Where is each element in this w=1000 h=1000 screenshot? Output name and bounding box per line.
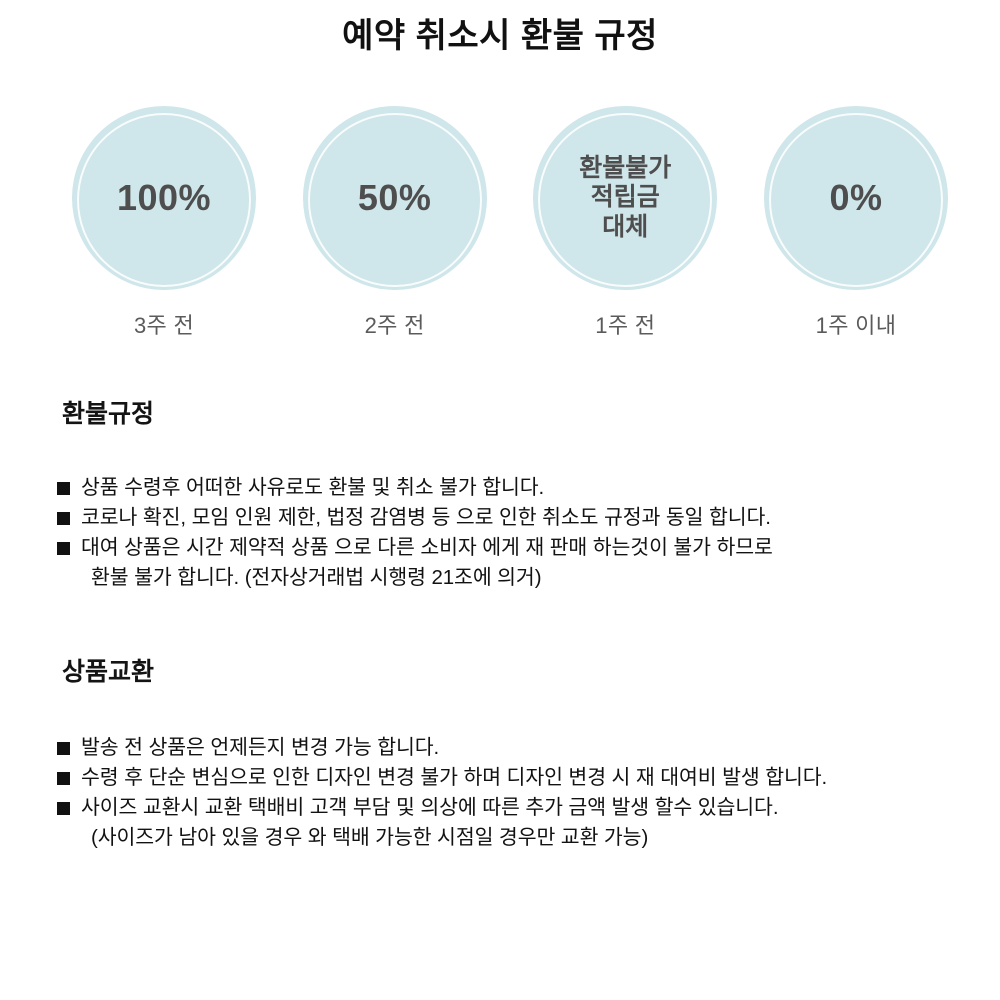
list-item: 발송 전 상품은 언제든지 변경 가능 합니다. bbox=[57, 733, 1000, 763]
list-item-continuation: 환불 불가 합니다. (전자상거래법 시행령 21조에 의거) bbox=[91, 566, 542, 589]
product-exchange-section: 상품교환 발송 전 상품은 언제든지 변경 가능 합니다. 수령 후 단순 변심… bbox=[0, 654, 1000, 853]
refund-schedule-item: 50% 2주 전 bbox=[291, 106, 499, 340]
refund-circle-value-line: 적립금 bbox=[590, 183, 660, 212]
list-item: 사이즈 교환시 교환 택배비 고객 부담 및 의상에 따른 추가 금액 발생 할… bbox=[57, 793, 1000, 853]
refund-schedule-circles: 100% 3주 전 50% 2주 전 환불불가 적립금 대체 1주 전 0% 1… bbox=[60, 106, 960, 346]
section-heading-exchange: 상품교환 bbox=[62, 658, 155, 686]
square-bullet-icon bbox=[57, 482, 70, 495]
list-item-text: 수령 후 단순 변심으로 인한 디자인 변경 불가 하며 디자인 변경 시 재 … bbox=[81, 766, 828, 789]
refund-schedule-item: 100% 3주 전 bbox=[60, 106, 268, 340]
exchange-policy-list: 발송 전 상품은 언제든지 변경 가능 합니다. 수령 후 단순 변심으로 인한… bbox=[0, 733, 1000, 853]
refund-circle-1: 100% bbox=[72, 106, 256, 290]
refund-circle-caption: 1주 이내 bbox=[815, 313, 897, 338]
refund-circle-caption: 2주 전 bbox=[364, 313, 425, 338]
list-item-text: 상품 수령후 어떠한 사유로도 환불 및 취소 불가 합니다. bbox=[81, 476, 545, 499]
refund-circle-value: 0% bbox=[829, 176, 883, 218]
refund-circle-caption: 3주 전 bbox=[133, 313, 195, 338]
list-item: 코로나 확진, 모임 인원 제한, 법정 감염병 등 으로 인한 취소도 규정과… bbox=[57, 503, 1000, 533]
refund-circle-value-multiline: 환불불가 적립금 대체 bbox=[579, 154, 671, 243]
list-item-text: 코로나 확진, 모임 인원 제한, 법정 감염병 등 으로 인한 취소도 규정과… bbox=[81, 506, 771, 529]
refund-circle-value: 50% bbox=[357, 176, 432, 218]
square-bullet-icon bbox=[57, 802, 70, 815]
list-item-text: 대여 상품은 시간 제약적 상품 으로 다른 소비자 에게 재 판매 하는것이 … bbox=[81, 536, 773, 559]
list-item-text: 발송 전 상품은 언제든지 변경 가능 합니다. bbox=[81, 736, 440, 759]
refund-circle-caption: 1주 전 bbox=[595, 313, 656, 338]
square-bullet-icon bbox=[57, 772, 70, 785]
square-bullet-icon bbox=[57, 512, 70, 525]
square-bullet-icon bbox=[57, 742, 70, 755]
refund-circle-3: 환불불가 적립금 대체 bbox=[533, 106, 718, 290]
list-item: 상품 수령후 어떠한 사유로도 환불 및 취소 불가 합니다. bbox=[57, 473, 1000, 503]
refund-policy-list: 상품 수령후 어떠한 사유로도 환불 및 취소 불가 합니다. 코로나 확진, … bbox=[0, 473, 1000, 593]
refund-schedule-item: 환불불가 적립금 대체 1주 전 bbox=[521, 106, 729, 340]
refund-circle-value-line: 대체 bbox=[602, 212, 649, 241]
square-bullet-icon bbox=[57, 542, 70, 555]
refund-schedule-item: 0% 1주 이내 bbox=[752, 106, 960, 340]
list-item-text: 사이즈 교환시 교환 택배비 고객 부담 및 의상에 따른 추가 금액 발생 할… bbox=[81, 796, 779, 819]
refund-circle-2: 50% bbox=[302, 106, 487, 290]
refund-circle-4: 0% bbox=[763, 106, 948, 290]
refund-circle-value-line: 환불불가 bbox=[579, 153, 672, 182]
refund-policy-section: 환불규정 상품 수령후 어떠한 사유로도 환불 및 취소 불가 합니다. 코로나… bbox=[0, 396, 1000, 593]
section-heading-refund: 환불규정 bbox=[62, 400, 155, 428]
refund-circle-value: 100% bbox=[116, 176, 212, 218]
list-item: 수령 후 단순 변심으로 인한 디자인 변경 불가 하며 디자인 변경 시 재 … bbox=[57, 763, 1000, 793]
page-title: 예약 취소시 환불 규정 bbox=[342, 17, 658, 55]
list-item-continuation: (사이즈가 남아 있을 경우 와 택배 가능한 시점일 경우만 교환 가능) bbox=[91, 826, 649, 849]
list-item: 대여 상품은 시간 제약적 상품 으로 다른 소비자 에게 재 판매 하는것이 … bbox=[57, 533, 1000, 593]
